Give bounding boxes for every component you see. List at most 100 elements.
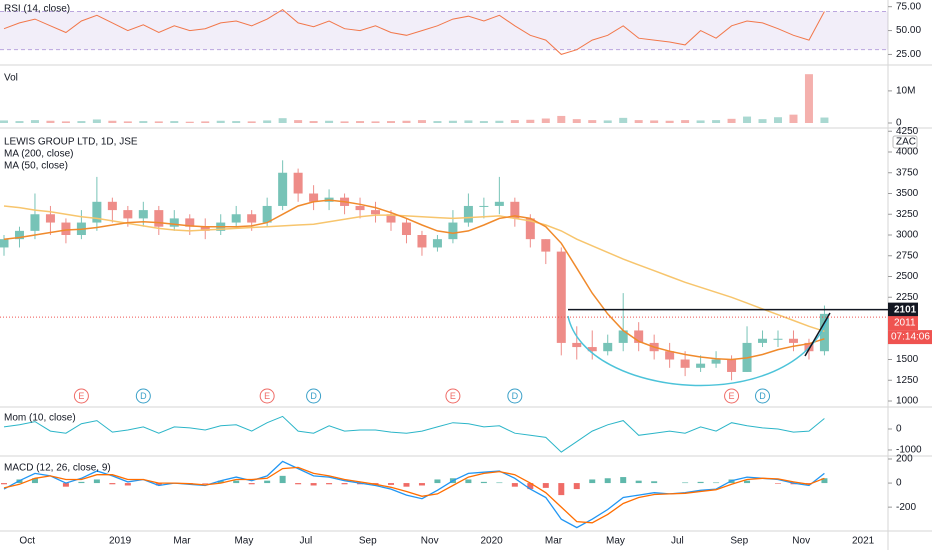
macd-histogram-bar <box>1 483 7 485</box>
y-tick-label: 2500 <box>896 271 919 282</box>
candle-body <box>634 330 644 343</box>
event-label: D <box>759 391 766 401</box>
x-tick-label: Jul <box>671 536 684 547</box>
candle <box>572 326 582 360</box>
macd-histogram-bar <box>651 481 658 484</box>
candle <box>278 160 288 211</box>
candle-body <box>510 201 520 219</box>
candle <box>386 210 396 231</box>
candle-body <box>185 218 195 227</box>
event-label: D <box>512 391 519 401</box>
volume-bar <box>510 120 519 123</box>
candle <box>61 218 71 244</box>
candle <box>401 218 411 244</box>
volume-bar <box>77 121 86 123</box>
macd-histogram-bar <box>682 482 689 484</box>
volume-bar <box>820 117 829 123</box>
volume-bar <box>572 119 581 123</box>
candle-body <box>278 172 288 206</box>
currency: ZAC <box>896 137 916 148</box>
candle <box>138 201 148 227</box>
macd-histogram-bar <box>264 480 271 484</box>
volume-bar <box>634 120 643 123</box>
x-tick-label: Jul <box>299 536 312 547</box>
y-tick-label: 3250 <box>896 209 919 220</box>
candle-body <box>603 342 613 352</box>
event-marker <box>755 388 771 404</box>
event-label: D <box>310 391 317 401</box>
volume-bar <box>356 121 365 123</box>
macd-histogram-bar <box>388 483 394 485</box>
candle <box>711 351 721 368</box>
candle-body <box>14 230 24 240</box>
volume-bar <box>789 114 798 123</box>
currency-box <box>892 135 918 149</box>
volume-bar <box>464 120 473 123</box>
candle-body <box>556 251 566 343</box>
candle <box>169 210 179 231</box>
volume-bar <box>433 121 442 123</box>
macd-histogram-bar <box>744 480 751 484</box>
y-tick-label: 50.00 <box>896 25 921 36</box>
macd-histogram-bar <box>434 479 441 484</box>
panel-title: MACD (12, 26, close, 9) <box>4 463 111 474</box>
event-label: E <box>450 391 456 401</box>
macd-histogram-bar <box>31 478 38 484</box>
legend-entry: MA (200, close) <box>4 149 73 160</box>
candle-body <box>386 214 396 223</box>
macd-histogram-bar <box>558 483 565 496</box>
volume-bar <box>387 121 395 123</box>
candle-body <box>819 313 829 352</box>
y-tick-label: 3000 <box>896 230 919 241</box>
rsi-band <box>0 11 888 50</box>
y-tick-label: 10M <box>896 86 915 97</box>
candle-body <box>355 205 365 211</box>
y-tick-label: 4250 <box>896 126 919 137</box>
volume-bar <box>774 117 782 123</box>
volume-bar <box>154 121 163 123</box>
volume-bar <box>201 121 210 123</box>
legend-entry: Mom (10, close) <box>4 413 76 424</box>
volume-bar <box>294 120 303 123</box>
candle <box>231 205 241 227</box>
candle-body <box>494 201 504 206</box>
candle-body <box>293 172 303 194</box>
event-marker <box>135 388 151 404</box>
candle <box>494 176 504 215</box>
candle-body <box>169 218 179 227</box>
macd-histogram-bar <box>248 483 255 485</box>
macd-histogram-bar <box>713 482 720 484</box>
volume-bar <box>758 119 767 123</box>
macd-line <box>3 466 825 524</box>
volume-bar <box>263 120 272 123</box>
volume-bar <box>247 121 256 123</box>
indicator-line <box>3 8 825 55</box>
candle-body <box>309 193 319 202</box>
candle-body <box>154 210 164 227</box>
candle <box>758 330 768 348</box>
x-tick-label: Mar <box>173 536 191 547</box>
macd-histogram-bar <box>279 475 286 484</box>
candle-body <box>727 359 737 372</box>
candle <box>92 176 102 231</box>
candle-body <box>401 222 411 236</box>
volume-bar <box>603 120 612 123</box>
x-tick-label: 2020 <box>480 536 503 547</box>
macd-histogram-bar <box>480 481 487 484</box>
candle <box>525 214 535 248</box>
macd-histogram-bar <box>511 483 518 487</box>
last-price-label: 2011 <box>894 318 916 329</box>
legend-entry: Vol <box>4 73 18 84</box>
candle-body <box>371 210 381 215</box>
volume-bar <box>588 120 597 123</box>
y-tick-label: 4000 <box>896 147 919 158</box>
volume-bar <box>541 118 550 123</box>
candle <box>293 168 303 202</box>
x-tick-label: 2021 <box>852 536 875 547</box>
volume-bar <box>619 117 628 123</box>
x-tick-label: 2019 <box>109 536 132 547</box>
macd-histogram-bar <box>326 483 333 485</box>
candle <box>45 205 55 236</box>
volume-bar <box>170 121 179 123</box>
